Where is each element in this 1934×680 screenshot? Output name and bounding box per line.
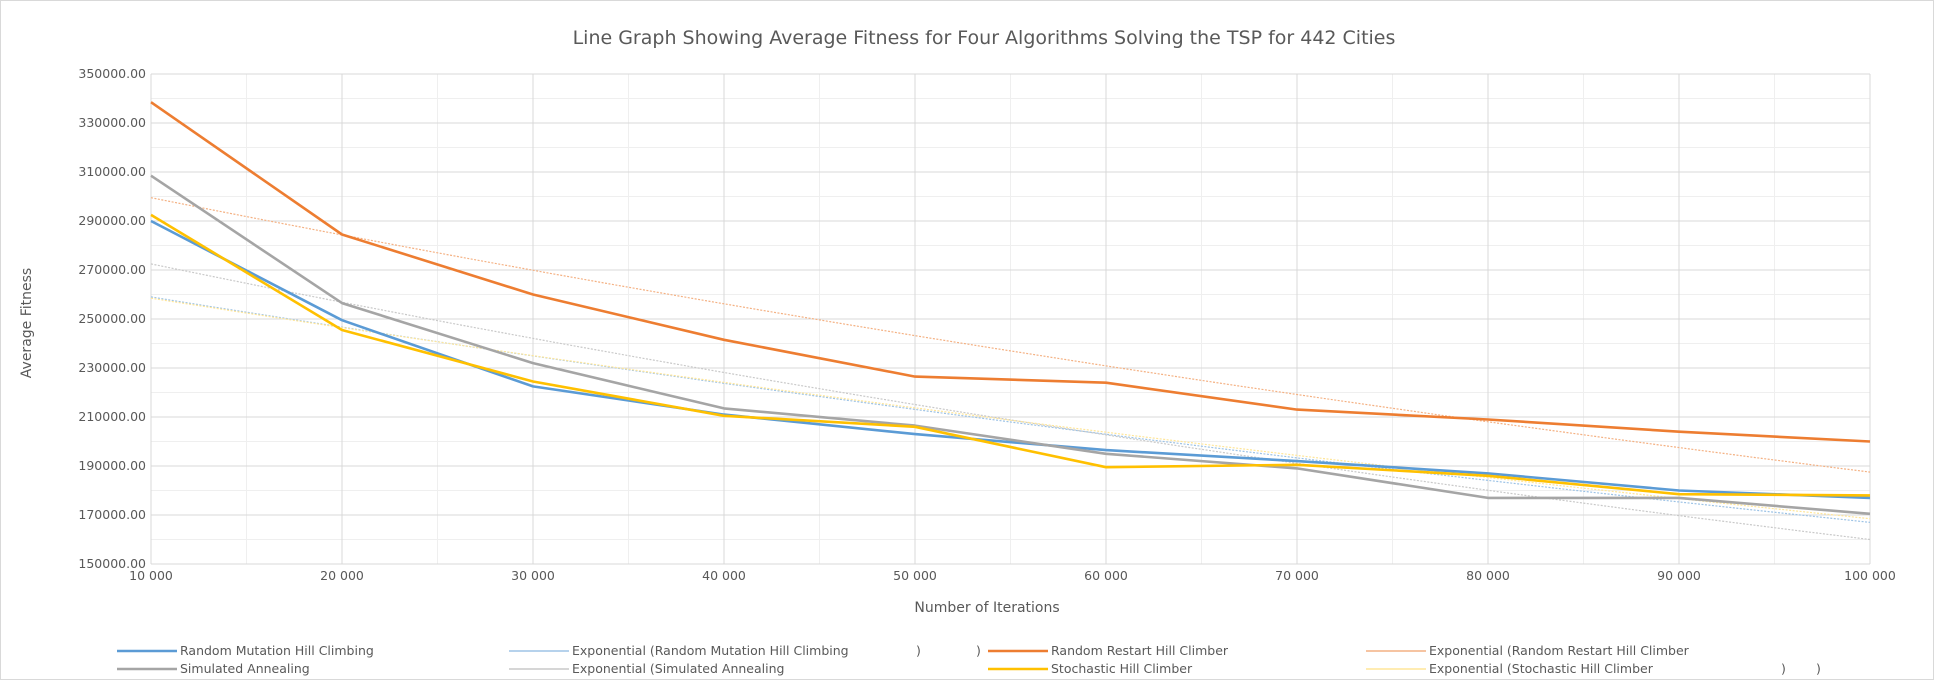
series-line-1 <box>150 101 1871 443</box>
legend-label: Exponential (Random Restart Hill Climber <box>1429 643 1690 658</box>
x-axis-title: Number of Iterations <box>914 600 1059 616</box>
x-tick-label: 30 000 <box>511 568 555 583</box>
legend-label-suffix: ) <box>1781 661 1786 676</box>
x-tick-label: 40 000 <box>702 568 746 583</box>
trendline-3 <box>150 297 1871 520</box>
trendline-1 <box>150 197 1871 473</box>
legend-item: Exponential (Random Restart Hill Climber… <box>916 643 1690 658</box>
series-lines <box>150 101 1871 516</box>
legend-item: Random Restart Hill Climber <box>988 643 1229 658</box>
legend: Random Mutation Hill Climbing Exponential… <box>117 643 1821 676</box>
legend-item: Simulated Annealing <box>117 661 310 676</box>
y-tick-label: 330000.00 <box>78 115 146 130</box>
legend-label: Random Mutation Hill Climbing <box>180 643 374 658</box>
legend-label-suffix: ) <box>1816 661 1821 676</box>
y-tick-label: 350000.00 <box>78 66 146 81</box>
x-tick-label: 70 000 <box>1275 568 1319 583</box>
y-tick-label: 250000.00 <box>78 311 146 326</box>
legend-label: Exponential (Random Mutation Hill Climbi… <box>572 643 849 658</box>
x-tick-label: 100 000 <box>1844 568 1896 583</box>
y-tick-label: 230000.00 <box>78 360 146 375</box>
legend-item: Stochastic Hill Climber <box>988 661 1193 676</box>
legend-label: Random Restart Hill Climber <box>1051 643 1229 658</box>
y-tick-label: 150000.00 <box>78 556 146 571</box>
y-tick-label: 310000.00 <box>78 164 146 179</box>
y-axis-title: Average Fitness <box>19 268 35 378</box>
legend-item: Exponential (Simulated Annealing) <box>509 661 1821 676</box>
y-tick-label: 190000.00 <box>78 458 146 473</box>
legend-item: Exponential (Random Mutation Hill Climbi… <box>509 643 981 658</box>
legend-label: Exponential (Simulated Annealing <box>572 661 784 676</box>
axis-ticks: 150000.00 170000.00 190000.00 210000.00 2300… <box>78 66 1895 583</box>
series-line-2 <box>150 174 1871 516</box>
legend-label-suffix: ) <box>916 643 921 658</box>
trendline-0 <box>150 296 1871 523</box>
y-tick-label: 270000.00 <box>78 262 146 277</box>
legend-label: Simulated Annealing <box>180 661 310 676</box>
legend-label: Stochastic Hill Climber <box>1051 661 1193 676</box>
y-tick-label: 290000.00 <box>78 213 146 228</box>
series-line-3 <box>150 213 1871 497</box>
x-tick-label: 20 000 <box>320 568 364 583</box>
legend-item: Exponential (Stochastic Hill Climber) <box>1366 661 1786 676</box>
trendlines <box>150 197 1871 541</box>
y-tick-label: 170000.00 <box>78 507 146 522</box>
x-tick-label: 50 000 <box>893 568 937 583</box>
legend-label-suffix: ) <box>976 643 981 658</box>
series-line-0 <box>150 219 1871 500</box>
chart-title: Line Graph Showing Average Fitness for F… <box>573 27 1396 49</box>
legend-item: Random Mutation Hill Climbing <box>117 643 374 658</box>
x-tick-label: 80 000 <box>1466 568 1510 583</box>
x-tick-label: 90 000 <box>1657 568 1701 583</box>
y-tick-label: 210000.00 <box>78 409 146 424</box>
trendline-2 <box>150 263 1871 541</box>
x-tick-label: 10 000 <box>129 568 173 583</box>
gridlines <box>150 73 1871 565</box>
legend-label: Exponential (Stochastic Hill Climber <box>1429 661 1654 676</box>
x-tick-label: 60 000 <box>1084 568 1128 583</box>
